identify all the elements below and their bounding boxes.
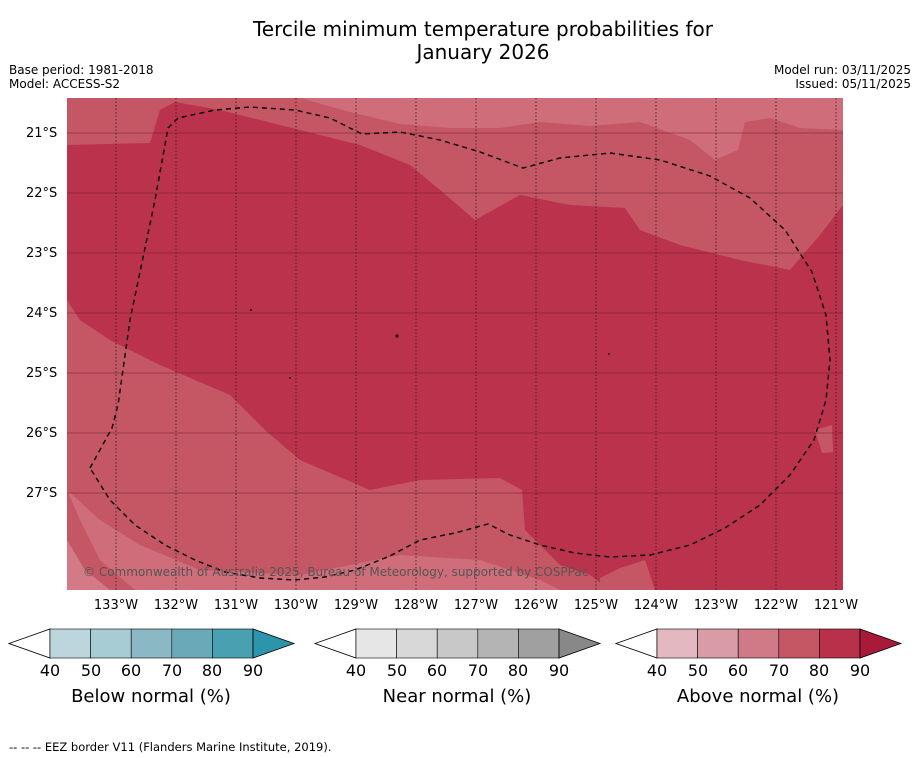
colorbar-extension-high xyxy=(252,628,296,659)
colorbar-tick: 70 xyxy=(768,661,790,680)
colorbar-near-normal xyxy=(314,628,602,659)
colorbar-tick: 70 xyxy=(161,661,183,680)
lon-label: 125°W xyxy=(573,598,619,613)
colorbar-segment xyxy=(518,628,560,659)
colorbar-extension-high xyxy=(859,628,903,659)
field-above-60-top xyxy=(300,98,843,160)
lon-label: 130°W xyxy=(273,598,319,613)
colorbar-tick: 40 xyxy=(345,661,367,680)
meta-right: Model run: 03/11/2025 Issued: 05/11/2025 xyxy=(774,63,911,91)
colorbar-above-normal xyxy=(615,628,903,659)
colorbar-segment xyxy=(436,628,479,659)
colorbar-title-below: Below normal (%) xyxy=(71,686,231,707)
lat-label: 26°S xyxy=(26,426,58,441)
field-above-80 xyxy=(67,102,843,590)
colorbar-extension-low xyxy=(8,628,51,659)
meta-left: Base period: 1981-2018 Model: ACCESS-S2 xyxy=(9,63,154,91)
lon-label: 128°W xyxy=(393,598,439,613)
colorbar-tick: 60 xyxy=(120,661,142,680)
colorbar-tick: 40 xyxy=(39,661,61,680)
colorbar-tick: 90 xyxy=(242,661,264,680)
island-marker xyxy=(289,377,291,379)
lon-label: 132°W xyxy=(153,598,199,613)
colorbar-segment xyxy=(355,628,397,659)
colorbar-segment xyxy=(212,628,254,659)
lon-label: 123°W xyxy=(693,598,739,613)
colorbar-tick: 50 xyxy=(80,661,102,680)
colorbar-segment xyxy=(477,628,519,659)
copyright-notice: © Commonwealth of Australia 2025, Bureau… xyxy=(83,565,589,579)
lat-label: 22°S xyxy=(26,186,58,201)
issued-date: Issued: 05/11/2025 xyxy=(795,77,911,91)
lon-label: 129°W xyxy=(333,598,379,613)
colorbar-tick: 50 xyxy=(687,661,709,680)
field-above-60-bottom-right xyxy=(600,560,655,590)
eez-border xyxy=(89,106,831,581)
colorbar-tick: 60 xyxy=(426,661,448,680)
island-marker xyxy=(608,353,610,355)
title-line-2: January 2026 xyxy=(416,40,550,64)
lon-label: 126°W xyxy=(513,598,559,613)
lon-label: 124°W xyxy=(633,598,679,613)
model-run: Model run: 03/11/2025 xyxy=(773,63,911,77)
field-above-70-patch xyxy=(815,425,833,453)
colorbar-segment xyxy=(697,628,739,659)
colorbar-tick: 90 xyxy=(548,661,570,680)
lon-label: 133°W xyxy=(93,598,139,613)
map-title: Tercile minimum temperature probabilitie… xyxy=(0,18,919,64)
lon-label: 122°W xyxy=(753,598,799,613)
colorbar-segment xyxy=(171,628,213,659)
colorbar-tick: 80 xyxy=(201,661,223,680)
colorbar-tick: 70 xyxy=(467,661,489,680)
colorbar-segment xyxy=(49,628,91,659)
colorbar-extension-low xyxy=(615,628,658,659)
colorbar-segment xyxy=(778,628,820,659)
colorbar-tick: 40 xyxy=(646,661,668,680)
colorbar-tick: 80 xyxy=(808,661,830,680)
lat-label: 23°S xyxy=(26,246,58,261)
lat-label: 24°S xyxy=(26,306,58,321)
eez-footnote: -- -- -- EEZ border V11 (Flanders Marine… xyxy=(9,740,332,754)
colorbar-segment xyxy=(737,628,780,659)
probability-fields xyxy=(67,98,843,590)
colorbar-title-near: Near normal (%) xyxy=(382,686,532,707)
lon-label: 131°W xyxy=(213,598,259,613)
colorbar-segment xyxy=(396,628,438,659)
meridians xyxy=(115,98,837,590)
title-line-1: Tercile minimum temperature probabilitie… xyxy=(252,17,714,41)
colorbar-segment xyxy=(819,628,861,659)
islands xyxy=(250,309,610,379)
lat-label: 21°S xyxy=(26,126,58,141)
island-marker xyxy=(250,309,252,311)
island-marker xyxy=(395,334,399,338)
lat-label: 27°S xyxy=(26,486,58,501)
colorbar-extension-high xyxy=(558,628,602,659)
base-period: Base period: 1981-2018 xyxy=(9,63,154,77)
lon-label: 121°W xyxy=(813,598,859,613)
colorbar-below-normal xyxy=(8,628,296,659)
colorbar-tick: 90 xyxy=(849,661,871,680)
colorbar-segment xyxy=(656,628,698,659)
field-above-60-bottom xyxy=(67,490,560,590)
colorbar-extension-low xyxy=(314,628,357,659)
model-name: Model: ACCESS-S2 xyxy=(9,77,121,91)
colorbar-segment xyxy=(130,628,173,659)
field-above-50-corner xyxy=(67,540,110,590)
graticule xyxy=(67,132,843,494)
colorbar-tick: 50 xyxy=(386,661,408,680)
colorbar-tick: 60 xyxy=(727,661,749,680)
colorbar-tick: 80 xyxy=(507,661,529,680)
lon-label: 127°W xyxy=(453,598,499,613)
colorbar-title-above: Above normal (%) xyxy=(676,686,840,707)
lat-label: 25°S xyxy=(26,366,58,381)
colorbar-segment xyxy=(90,628,132,659)
